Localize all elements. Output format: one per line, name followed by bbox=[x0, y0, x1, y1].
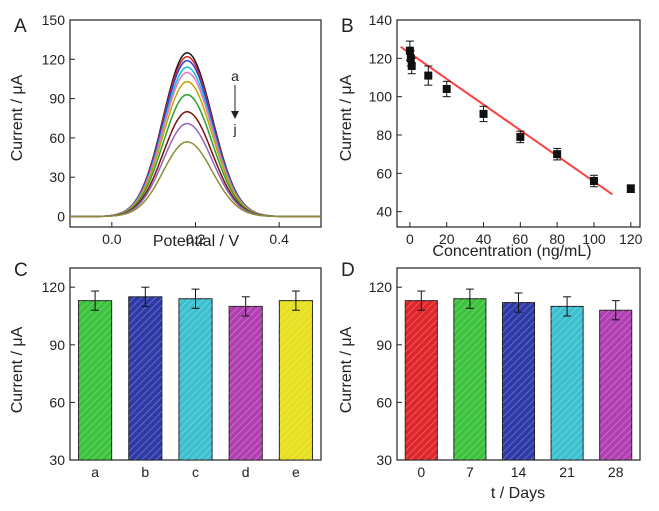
panel-label-a: A bbox=[14, 16, 27, 37]
panel-d-bar-texture-3 bbox=[551, 306, 584, 460]
panel-c-bar-texture-4 bbox=[279, 300, 313, 460]
panel-d-xtick-label-0: 0 bbox=[417, 464, 425, 480]
panel-a-annot-arrowhead bbox=[231, 111, 239, 119]
panel-a-ytick-label-1: 30 bbox=[49, 169, 65, 185]
panel-d-bar-texture-4 bbox=[599, 310, 632, 460]
panel-a-curve-e bbox=[70, 71, 321, 218]
panel-label-b: B bbox=[341, 16, 354, 37]
panel-c-xtick-label-2: c bbox=[192, 464, 199, 480]
panel-c-ytick-label-2: 90 bbox=[49, 337, 65, 353]
panel-label-d: D bbox=[341, 260, 355, 281]
panel-b-xtick-label-6: 120 bbox=[619, 231, 643, 247]
panel-c-bar-texture-2 bbox=[178, 298, 213, 460]
panel-c-ylabel: Current / μA bbox=[9, 326, 26, 413]
panel-b-xtick-label-3: 60 bbox=[513, 231, 529, 247]
panel-b-point-7 bbox=[553, 150, 562, 159]
panel-a-curve-a bbox=[70, 52, 321, 218]
panel-a-curve-h bbox=[70, 110, 321, 218]
panel-c-xtick-label-0: a bbox=[91, 464, 99, 480]
panel-b-point-4 bbox=[442, 85, 451, 93]
panel-b-point-5 bbox=[479, 109, 488, 118]
panel-a-ytick-label-5: 150 bbox=[42, 12, 66, 28]
panel-b-xtick-label-2: 40 bbox=[476, 231, 492, 247]
panel-c-bar-texture-1 bbox=[128, 296, 162, 460]
panel-c-ytick-label-0: 30 bbox=[49, 452, 65, 468]
panel-b-ytick-label-5: 140 bbox=[369, 12, 393, 28]
panel-c-bar-texture-3 bbox=[229, 306, 263, 460]
panel-d-xtick-label-1: 7 bbox=[466, 464, 474, 480]
panel-a-ytick-label-4: 120 bbox=[42, 51, 66, 67]
panel-b-fit-line bbox=[400, 46, 613, 196]
panel-b-xlabel: Concentration (ng/mL) bbox=[432, 243, 591, 260]
panel-c-xtick-label-3: d bbox=[242, 464, 250, 480]
panel-d-bar-texture-0 bbox=[405, 300, 438, 460]
panel-d-ylabel: Current / μA bbox=[338, 326, 355, 413]
panel-a-curve-i bbox=[70, 122, 321, 218]
panel-a-annot-a: a bbox=[231, 68, 239, 84]
panel-b-point-6 bbox=[516, 132, 525, 141]
panel-d-ytick-label-0: 30 bbox=[376, 452, 392, 468]
panel-a-curve-c bbox=[70, 59, 321, 218]
panel-b-xtick-label-1: 20 bbox=[439, 231, 455, 247]
panel-b-point-9 bbox=[626, 184, 635, 193]
panel-d-ytick-label-2: 90 bbox=[376, 337, 392, 353]
panel-b-ytick-label-4: 120 bbox=[369, 50, 393, 66]
panel-b-point-8 bbox=[589, 177, 598, 185]
panel-c-bar-texture-0 bbox=[78, 300, 112, 460]
panel-d-xlabel: t / Days bbox=[491, 485, 545, 502]
panel-a-ylabel: Current / μA bbox=[9, 74, 26, 161]
panel-a-annot-j: j bbox=[232, 121, 236, 137]
panel-c-ytick-label-3: 120 bbox=[42, 279, 66, 295]
panel-b-xtick-label-0: 0 bbox=[406, 231, 414, 247]
panel-a-frame bbox=[69, 19, 322, 228]
panel-c-xtick-label-4: e bbox=[292, 464, 300, 480]
panel-b-xtick-label-4: 80 bbox=[549, 231, 565, 247]
panel-c-ytick-label-1: 60 bbox=[49, 394, 65, 410]
panel-b-ylabel: Current / μA bbox=[338, 74, 355, 161]
panel-b-ytick-label-0: 40 bbox=[376, 204, 392, 220]
panel-a-curve-g bbox=[70, 93, 321, 218]
panel-b-xtick-label-5: 100 bbox=[582, 231, 606, 247]
panel-a-xtick-label-2: 0.4 bbox=[269, 231, 289, 247]
panel-a-xlabel: Potential / V bbox=[153, 233, 240, 250]
panel-b-point-2 bbox=[407, 62, 416, 70]
panel-a-curve-j bbox=[70, 141, 321, 218]
panel-b-ytick-label-1: 60 bbox=[376, 165, 392, 181]
panel-b-ytick-label-3: 100 bbox=[369, 89, 393, 105]
panel-c-xtick-label-1: b bbox=[141, 464, 149, 480]
panel-d-bar-texture-2 bbox=[502, 302, 535, 460]
panel-d-ytick-label-1: 60 bbox=[376, 394, 392, 410]
panel-b-ytick-label-2: 80 bbox=[376, 127, 392, 143]
panel-a-xtick-label-1: 0.2 bbox=[186, 231, 206, 247]
panel-a-ytick-label-0: 0 bbox=[57, 209, 65, 225]
panel-d-xtick-label-2: 14 bbox=[511, 464, 527, 480]
panel-d-xtick-label-4: 28 bbox=[608, 464, 624, 480]
panel-b-frame bbox=[396, 19, 641, 228]
panel-d-ytick-label-3: 120 bbox=[369, 279, 393, 295]
panel-a-ytick-label-3: 90 bbox=[49, 91, 65, 107]
panel-d-bar-texture-1 bbox=[453, 298, 486, 460]
panel-a-ytick-label-2: 60 bbox=[49, 130, 65, 146]
panel-b-point-3 bbox=[424, 71, 433, 80]
panel-a-xtick-label-0: 0.0 bbox=[102, 231, 122, 247]
panel-label-c: C bbox=[14, 260, 28, 281]
panel-d-xtick-label-3: 21 bbox=[559, 464, 575, 480]
